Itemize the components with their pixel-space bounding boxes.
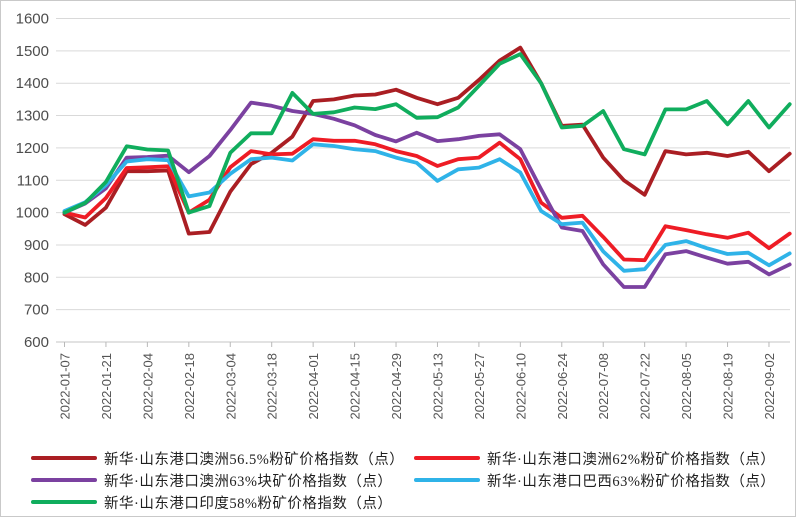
series-line-in58-fines	[62, 52, 792, 215]
x-axis-tick-label: 2022-06-10	[513, 353, 528, 420]
legend-label: 新华·山东港口巴西63%粉矿价格指数（点）	[487, 473, 776, 490]
legend: 新华·山东港口澳洲56.5%粉矿价格指数（点） 新华·山东港口澳洲62%粉矿价格指…	[1, 442, 795, 516]
legend-line-swatch-icon	[31, 478, 97, 482]
y-axis-tick-label: 1100	[17, 172, 49, 189]
legend-line-swatch-icon	[31, 456, 97, 460]
price-index-line-chart: 600 700 800 900 1000 1100 1200 1300 1400 1500 1600…	[16, 11, 792, 420]
series-line-au565-fines	[62, 45, 792, 236]
y-axis-tick-label: 700	[24, 302, 49, 319]
legend-line-swatch-icon	[31, 500, 97, 504]
legend-line-swatch-icon	[414, 456, 480, 460]
x-axis-tick-label: 2022-01-07	[58, 353, 73, 420]
x-axis-tick-label: 2022-08-05	[679, 353, 694, 420]
series-line-br63-fines	[62, 142, 792, 273]
x-axis-tick-label: 2022-01-21	[99, 353, 114, 420]
x-axis-tick-label: 2022-03-18	[265, 353, 280, 420]
legend-label: 新华·山东港口澳洲63%块矿价格指数（点）	[104, 473, 393, 490]
legend-item-in58-fines: 新华·山东港口印度58%粉矿价格指数（点）	[31, 493, 393, 512]
x-axis-tick-label: 2022-07-08	[596, 353, 611, 420]
y-axis-tick-label: 1300	[16, 108, 49, 125]
x-axis-tick-label: 2022-04-29	[389, 353, 404, 420]
legend-item-br63-fines: 新华·山东港口巴西63%粉矿价格指数（点）	[414, 471, 776, 490]
x-axis-tick-label: 2022-06-24	[555, 353, 570, 420]
x-axis-tick-label: 2022-03-04	[223, 353, 238, 420]
legend-label: 新华·山东港口印度58%粉矿价格指数（点）	[104, 495, 393, 512]
y-axis-tick-label: 1600	[16, 11, 49, 28]
y-axis-tick-label: 1200	[16, 140, 49, 157]
x-axis-tick-label: 2022-04-01	[306, 353, 321, 420]
x-axis-tick-label: 2022-08-19	[721, 353, 736, 420]
y-axis-tick-label: 900	[24, 237, 49, 254]
legend-label: 新华·山东港口澳洲56.5%粉矿价格指数（点）	[104, 451, 405, 468]
x-axis-tick-label: 2022-02-18	[182, 353, 197, 420]
x-axis-tick-label: 2022-07-22	[638, 353, 653, 420]
y-axis-tick-label: 1000	[16, 205, 49, 222]
y-axis-tick-label: 1400	[16, 75, 49, 92]
series-line-au63-lump	[62, 100, 792, 289]
x-axis-tick-label: 2022-09-02	[762, 353, 777, 420]
legend-line-swatch-icon	[414, 478, 480, 482]
x-axis-tick-label: 2022-02-04	[140, 353, 155, 420]
x-axis-tick-label: 2022-05-13	[430, 353, 445, 420]
legend-item-au62-fines: 新华·山东港口澳洲62%粉矿价格指数（点）	[414, 449, 776, 468]
legend-item-au63-lump: 新华·山东港口澳洲63%块矿价格指数（点）	[31, 471, 393, 490]
y-axis-tick-label: 800	[24, 269, 49, 286]
x-axis-tick-label: 2022-04-15	[348, 353, 363, 420]
x-axis-tick-label: 2022-05-27	[472, 353, 487, 420]
legend-item-au565-fines: 新华·山东港口澳洲56.5%粉矿价格指数（点）	[31, 449, 405, 468]
legend-label: 新华·山东港口澳洲62%粉矿价格指数（点）	[487, 451, 776, 468]
y-axis-tick-label: 1500	[16, 43, 49, 60]
y-axis-tick-label: 600	[24, 334, 49, 351]
